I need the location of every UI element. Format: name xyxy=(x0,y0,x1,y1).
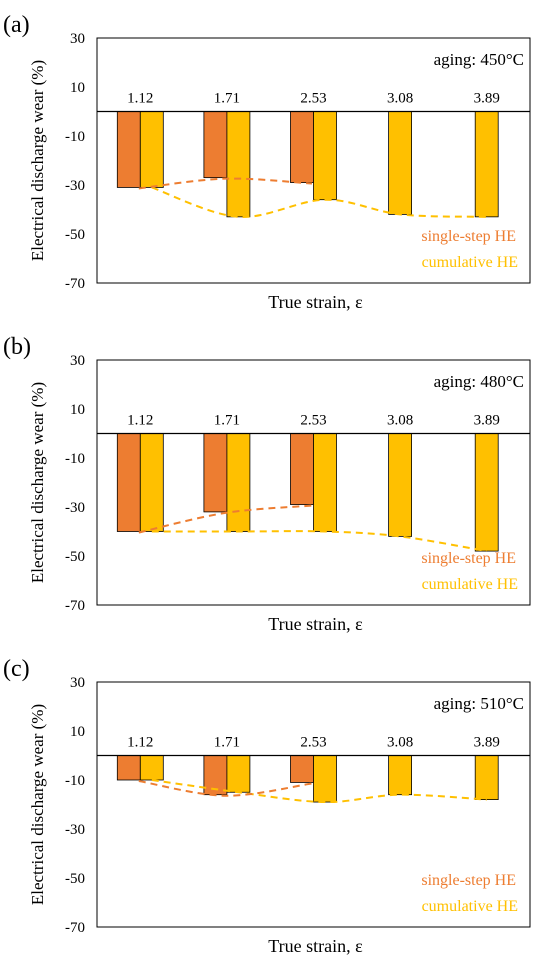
trend-line-single-step xyxy=(138,780,313,797)
category-label: 2.53 xyxy=(300,735,326,751)
legend-cumulative: cumulative HE xyxy=(422,254,518,271)
y-tick-label: -10 xyxy=(65,773,85,789)
y-tick-label: 10 xyxy=(70,724,85,740)
y-tick-label: -50 xyxy=(65,227,85,243)
y-tick-label: 30 xyxy=(70,675,85,691)
y-tick-label: -70 xyxy=(65,920,85,936)
legend-single-step: single-step HE xyxy=(421,550,516,567)
bar-cumulative-2.53 xyxy=(313,111,337,201)
y-tick-label: 30 xyxy=(70,31,85,47)
category-label: 3.08 xyxy=(387,413,413,429)
bar-cumulative-3.89 xyxy=(474,755,499,800)
bar-single-step-1.12 xyxy=(116,433,141,532)
bar-single-step-1.71 xyxy=(203,433,228,513)
trend-line-cumulative xyxy=(151,530,487,553)
category-label: 1.12 xyxy=(127,735,153,751)
y-tick-label: -70 xyxy=(65,598,85,614)
category-label: 1.12 xyxy=(127,413,153,429)
trend-line-single-step xyxy=(138,177,313,190)
bar-cumulative-1.71 xyxy=(226,111,251,218)
category-label: 1.71 xyxy=(214,91,240,107)
bar-cumulative-3.08 xyxy=(388,433,413,537)
category-label: 3.08 xyxy=(387,91,413,107)
bar-single-step-1.71 xyxy=(203,111,228,179)
x-axis-label: True strain, ε xyxy=(268,292,363,312)
category-label: 1.12 xyxy=(127,91,153,107)
y-tick-label: 10 xyxy=(70,402,85,418)
chart-panel-2: (b) Electrical discharge wear (%) 30 10 -10 -… xyxy=(3,334,531,634)
trend-line-cumulative xyxy=(151,779,487,804)
bar-cumulative-1.71 xyxy=(226,755,251,793)
legend-single-step: single-step HE xyxy=(421,228,516,245)
chart-panel-1: (a) Electrical discharge wear (%) 30 10 -10 -… xyxy=(3,12,531,312)
category-label: 3.08 xyxy=(387,735,413,751)
aging-annotation: aging: 480°C xyxy=(434,372,524,391)
aging-annotation: aging: 510°C xyxy=(434,694,524,713)
y-tick-label: -10 xyxy=(65,129,85,145)
category-label: 3.89 xyxy=(474,91,500,107)
bar-cumulative-1.71 xyxy=(226,433,251,532)
bar-cumulative-1.12 xyxy=(139,755,164,781)
bar-single-step-1.12 xyxy=(116,755,141,781)
x-axis-label: True strain, ε xyxy=(268,614,363,634)
trend-line-cumulative xyxy=(151,186,487,218)
bar-cumulative-3.89 xyxy=(474,111,499,218)
bar-single-step-2.53 xyxy=(290,433,314,505)
bar-cumulative-3.08 xyxy=(388,111,413,215)
legend-cumulative: cumulative HE xyxy=(422,576,518,593)
chart-panel-3: (c) Electrical discharge wear (%) 30 10 -10 -… xyxy=(3,656,531,956)
bar-single-step-2.53 xyxy=(290,111,314,183)
y-tick-label: -50 xyxy=(65,549,85,565)
trend-line-single-step xyxy=(138,504,313,534)
y-tick-label: -50 xyxy=(65,871,85,887)
bar-cumulative-1.12 xyxy=(139,111,164,188)
plot-frame xyxy=(96,359,531,606)
category-label: 2.53 xyxy=(300,91,326,107)
legend-cumulative: cumulative HE xyxy=(422,898,518,915)
y-tick-label: -30 xyxy=(65,822,85,838)
y-tick-label: -30 xyxy=(65,500,85,516)
bar-cumulative-2.53 xyxy=(313,755,337,803)
bar-single-step-1.12 xyxy=(116,111,141,188)
panel-label: (b) xyxy=(3,334,31,360)
bar-cumulative-2.53 xyxy=(313,433,337,532)
bar-cumulative-1.12 xyxy=(139,433,164,532)
y-axis-label: Electrical discharge wear (%) xyxy=(28,704,47,905)
legend-single-step: single-step HE xyxy=(421,872,516,889)
aging-annotation: aging: 450°C xyxy=(434,50,524,69)
y-tick-label: 10 xyxy=(70,80,85,96)
y-tick-label: -10 xyxy=(65,451,85,467)
x-axis-label: True strain, ε xyxy=(268,936,363,956)
category-label: 2.53 xyxy=(300,413,326,429)
bar-cumulative-3.89 xyxy=(474,433,499,552)
category-label: 3.89 xyxy=(474,735,500,751)
category-label: 1.71 xyxy=(214,735,240,751)
y-tick-label: -70 xyxy=(65,276,85,292)
y-tick-label: 30 xyxy=(70,353,85,369)
y-tick-label: -30 xyxy=(65,178,85,194)
bar-single-step-2.53 xyxy=(290,755,314,783)
category-label: 3.89 xyxy=(474,413,500,429)
plot-frame xyxy=(96,681,531,928)
bar-cumulative-3.08 xyxy=(388,755,413,796)
plot-frame xyxy=(96,37,531,284)
y-axis-label: Electrical discharge wear (%) xyxy=(28,382,47,583)
panel-label: (a) xyxy=(3,12,30,38)
category-label: 1.71 xyxy=(214,413,240,429)
panel-label: (c) xyxy=(3,656,30,682)
y-axis-label: Electrical discharge wear (%) xyxy=(28,60,47,261)
